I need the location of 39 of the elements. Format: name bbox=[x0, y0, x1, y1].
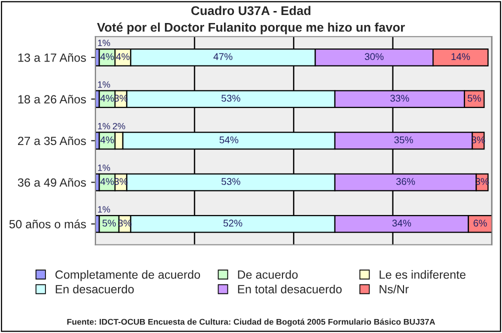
y-tick-label: 27 a 35 Años bbox=[18, 136, 86, 146]
data-label: 1% bbox=[98, 81, 110, 88]
data-label: 5% bbox=[468, 94, 481, 102]
data-label: 4% bbox=[100, 94, 114, 102]
legend-label: Le es indiferente bbox=[380, 270, 466, 279]
data-label: 1% bbox=[98, 164, 110, 171]
data-label: 35% bbox=[394, 136, 413, 144]
data-label: 4% bbox=[116, 53, 130, 60]
data-label: 36% bbox=[396, 178, 415, 185]
legend-label: Ns/Nr bbox=[380, 284, 409, 294]
data-label: 52% bbox=[223, 220, 242, 227]
y-tick-label: 36 a 49 Años bbox=[18, 178, 86, 187]
chart-subtitle: Voté por el Doctor Fulanito porque me hizo un favor bbox=[97, 22, 405, 34]
y-tick-label: 13 a 17 Años bbox=[18, 53, 86, 62]
legend-label: En desacuerdo bbox=[56, 284, 134, 294]
legend-label: En total desacuerdo bbox=[238, 284, 342, 294]
data-label: 30% bbox=[364, 53, 384, 60]
data-label: 1% bbox=[98, 122, 110, 130]
data-label: 4% bbox=[100, 136, 114, 144]
data-label: 4% bbox=[100, 178, 114, 185]
y-tick-label: 18 a 26 Años bbox=[18, 94, 86, 104]
data-label: 53% bbox=[222, 178, 240, 185]
data-label: 47% bbox=[213, 53, 232, 60]
legend-label: De acuerdo bbox=[238, 270, 298, 279]
data-label: 5% bbox=[102, 220, 116, 227]
y-tick-label: 50 años o más bbox=[9, 220, 86, 228]
data-label: 1% bbox=[98, 206, 110, 213]
chart-title: Cuadro U37A - Edad bbox=[191, 6, 310, 16]
legend-label: Completamente de acuerdo bbox=[55, 270, 200, 282]
data-label: 6% bbox=[474, 220, 487, 227]
data-label: 54% bbox=[220, 136, 238, 144]
data-label: 1% bbox=[98, 40, 110, 46]
data-label: 53% bbox=[222, 94, 240, 102]
data-label: 33% bbox=[390, 94, 410, 102]
source-note: Fuente: IDCT-OCUB Encuesta de Cultura: Ciudad de Bogotá 2005 Formulario Básico BUJ37A bbox=[67, 318, 436, 326]
data-label: 34% bbox=[392, 220, 412, 227]
data-label: 4% bbox=[100, 53, 114, 60]
data-label: 14% bbox=[452, 53, 470, 60]
data-label: 2% bbox=[112, 122, 126, 130]
